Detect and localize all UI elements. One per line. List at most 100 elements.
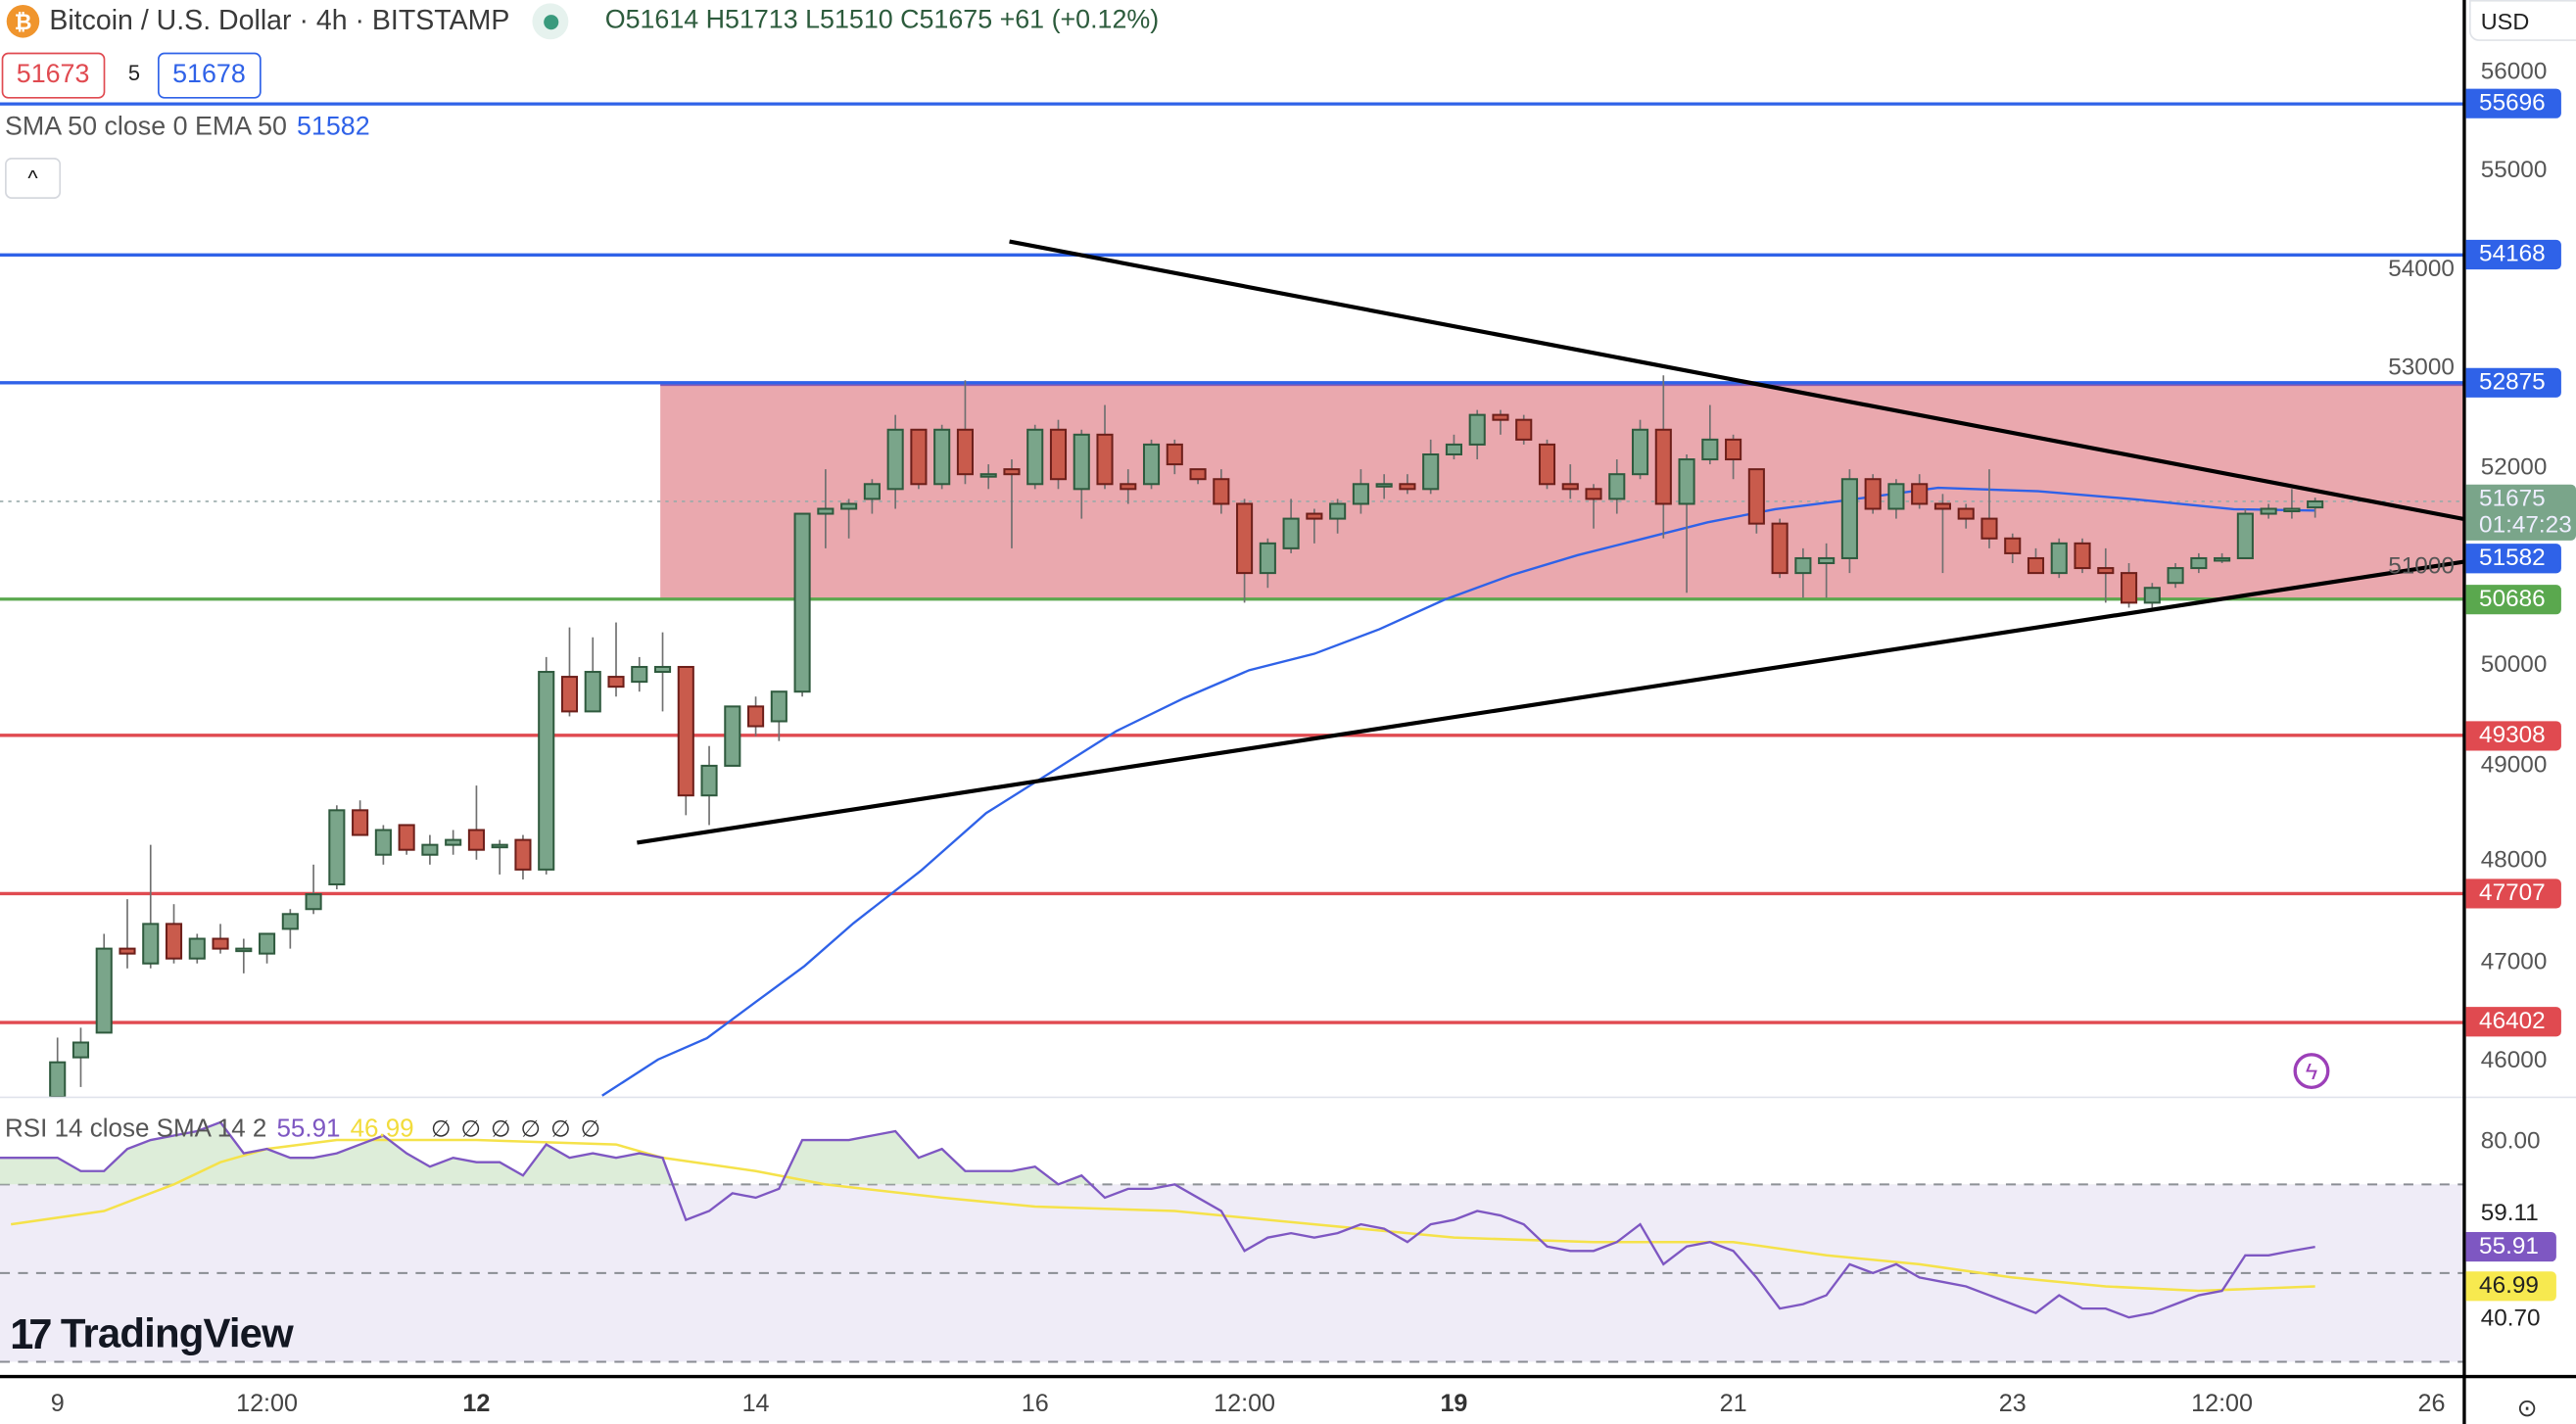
candle xyxy=(2097,547,2115,603)
candle xyxy=(1911,474,1929,509)
candle-body-down xyxy=(1747,468,1765,525)
candle-body-up xyxy=(1678,458,1695,505)
candle-body-down xyxy=(910,428,928,486)
candle xyxy=(1864,474,1882,514)
candle xyxy=(2283,489,2301,519)
candle xyxy=(1561,464,1579,499)
candle-body-up xyxy=(2050,542,2068,575)
candle-body-down xyxy=(1492,413,1509,421)
market-status-icon[interactable] xyxy=(532,3,569,40)
candle xyxy=(491,839,508,875)
symbol-title[interactable]: Bitcoin / U.S. Dollar · 4h · BITSTAMP xyxy=(49,5,510,36)
currency-dropdown[interactable]: USD xyxy=(2468,0,2576,41)
candle xyxy=(1096,404,1114,490)
candle-body-up xyxy=(653,665,672,674)
candle xyxy=(1678,453,1695,593)
time-axis-label: 12 xyxy=(462,1389,491,1418)
level-price-tag: 46402 xyxy=(2465,1007,2561,1038)
candle xyxy=(886,414,904,509)
price-axis-label: 49000 xyxy=(2480,752,2548,780)
candle xyxy=(1026,424,1044,490)
na-value: ∅ xyxy=(550,1115,571,1142)
candle xyxy=(1933,494,1952,574)
chevron-up-icon: ^ xyxy=(27,166,38,191)
price-axis-label: 50000 xyxy=(2480,651,2548,679)
candle-body-down xyxy=(212,937,229,950)
candle xyxy=(1236,498,1254,603)
candle xyxy=(2190,552,2208,574)
candle-body-up xyxy=(700,764,718,797)
candle xyxy=(910,428,928,490)
buy-button[interactable]: 51678 xyxy=(158,52,261,99)
candle xyxy=(1840,469,1858,574)
candle xyxy=(1538,439,1556,490)
candle-body-down xyxy=(747,705,765,728)
tradingview-logo[interactable]: 17 TradingView xyxy=(10,1309,294,1360)
candle-body-down xyxy=(1120,483,1137,491)
time-axis-label: 14 xyxy=(741,1389,770,1418)
candle xyxy=(2074,538,2091,574)
candle xyxy=(1399,474,1416,495)
candle-body-down xyxy=(1771,522,1789,575)
time-axis-label: 21 xyxy=(1719,1389,1747,1418)
current-price: 51675 xyxy=(2479,486,2546,513)
level-price-tag: 54168 xyxy=(2465,240,2561,270)
sma-legend[interactable]: SMA 50 close 0 EMA 50 51582 xyxy=(5,114,370,143)
candle-body-up xyxy=(235,947,253,953)
candle-body-up xyxy=(793,512,811,693)
candle-body-down xyxy=(1911,483,1929,505)
settings-eye-icon[interactable]: ⊙ xyxy=(2516,1395,2538,1423)
candle xyxy=(1468,409,1486,460)
symbol-legend[interactable]: ₿ Bitcoin / U.S. Dollar · 4h · BITSTAMP … xyxy=(0,0,1159,43)
candle-body-down xyxy=(2097,567,2115,575)
candle xyxy=(1725,434,1742,480)
candle xyxy=(979,464,997,490)
candle xyxy=(1329,498,1347,534)
candle xyxy=(1375,474,1393,499)
candle xyxy=(259,932,276,964)
sell-button[interactable]: 51673 xyxy=(1,52,105,99)
candle xyxy=(1492,409,1509,435)
time-axis-label: 23 xyxy=(1998,1389,2027,1418)
candle-body-up xyxy=(188,937,206,960)
price-axis-label: 51000 xyxy=(2388,552,2455,580)
candle-body-down xyxy=(119,947,136,955)
candle-body-down xyxy=(1561,483,1579,491)
candle xyxy=(2307,498,2324,518)
candle-body-down xyxy=(1166,443,1183,466)
candle-body-down xyxy=(1003,468,1021,476)
time-axis-label: 26 xyxy=(2417,1389,2446,1418)
candle-body-up xyxy=(886,428,904,491)
na-value: ∅ xyxy=(430,1115,452,1142)
candle-body-up xyxy=(631,665,648,684)
candle-body-up xyxy=(72,1041,90,1059)
collapse-legend-button[interactable]: ^ xyxy=(5,158,62,199)
candle xyxy=(1120,469,1137,504)
candle xyxy=(1515,414,1533,445)
candle xyxy=(1352,469,1369,514)
candle xyxy=(2214,552,2231,564)
rsi-legend-label: RSI 14 close SMA 14 2 xyxy=(5,1115,267,1144)
candle xyxy=(305,864,322,915)
candle-body-down xyxy=(2074,542,2091,570)
level-price-tag: 47707 xyxy=(2465,878,2561,909)
rsi-legend[interactable]: RSI 14 close SMA 14 2 55.91 46.99 ∅ ∅ ∅ ∅ ∅ ∅ xyxy=(5,1115,600,1145)
candle xyxy=(2004,533,2022,564)
candle xyxy=(607,622,625,697)
candle xyxy=(2167,563,2184,589)
sma-legend-label: SMA 50 close 0 EMA 50 xyxy=(5,113,287,142)
candle xyxy=(2027,547,2045,575)
candle-body-down xyxy=(1864,478,1882,510)
candle-body-up xyxy=(584,671,601,713)
na-value: ∅ xyxy=(460,1115,481,1142)
candle-body-down xyxy=(467,829,485,851)
candle-body-up xyxy=(328,809,346,886)
candle xyxy=(933,424,951,490)
candle xyxy=(1073,429,1090,519)
lightning-icon[interactable]: ϟ xyxy=(2293,1053,2330,1090)
candle xyxy=(1654,375,1672,539)
na-value: ∅ xyxy=(520,1115,542,1142)
trend-line xyxy=(637,559,2465,845)
candle-body-up xyxy=(1468,413,1486,446)
